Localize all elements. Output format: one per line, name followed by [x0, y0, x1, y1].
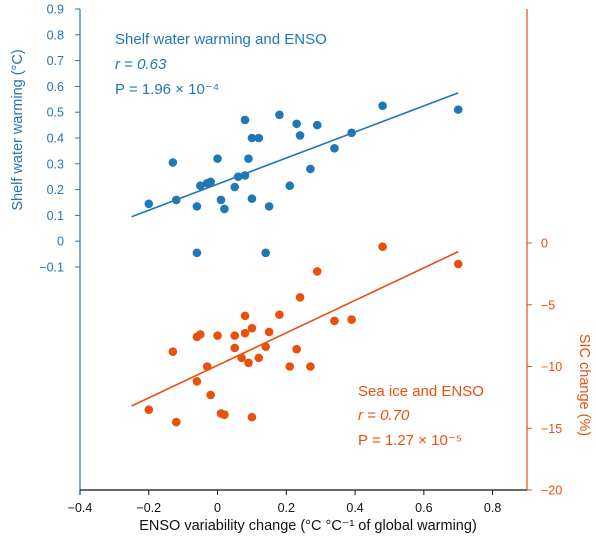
y-right-tick-label: −20: [541, 484, 562, 498]
data-point-series-1: [330, 144, 339, 153]
data-point-series-1: [244, 154, 253, 163]
data-point-series-2: [254, 353, 264, 363]
series-1-p: P = 1.96 × 10⁻⁴: [115, 81, 219, 98]
data-point-series-1: [285, 181, 295, 191]
data-point-series-2: [378, 242, 387, 252]
data-point-series-2: [285, 362, 295, 371]
y-left-tick-label: 0.2: [47, 183, 64, 197]
data-point-series-1: [254, 133, 264, 143]
data-point-series-2: [171, 417, 181, 427]
data-point-series-2: [230, 343, 240, 353]
data-point-series-2: [213, 331, 222, 340]
data-point-series-2: [230, 331, 240, 340]
data-point-series-1: [230, 182, 240, 192]
data-point-series-2: [247, 412, 257, 422]
axes: −0.4 −0.2 0 0.2 0.4 0.6 0.8 0.9 0.8 0.7 0.6 0.5 0.4 0…: [39, 3, 562, 516]
data-point-series-1: [196, 181, 205, 191]
data-point-series-1: [192, 248, 202, 258]
series-2-r: r = 0.70: [358, 407, 410, 424]
y-right-tick-label: 0: [541, 237, 548, 251]
data-point-series-2: [264, 327, 274, 337]
data-point-series-2: [202, 362, 212, 371]
fit-line-series-2: [131, 250, 459, 407]
data-point-series-2: [295, 293, 305, 302]
data-point-series-2: [261, 342, 270, 352]
data-point-series-1: [378, 101, 387, 111]
data-point-series-1: [312, 120, 322, 130]
y-left-tick-label: 0.7: [47, 54, 64, 68]
data-point-series-1: [247, 133, 257, 143]
series-2-p: P = 1.27 × 10⁻⁵: [358, 432, 462, 449]
y-left-tick-label: 0.6: [47, 80, 64, 94]
y-right-tick-label: −15: [541, 422, 562, 436]
y-left-tick-label: 0.4: [47, 132, 64, 146]
data-point-series-2: [306, 362, 315, 371]
data-point-series-2: [330, 316, 339, 326]
data-point-series-1: [168, 158, 178, 167]
data-marks: [131, 92, 463, 427]
x-tick-label: 0.6: [415, 501, 432, 515]
data-point-series-1: [216, 195, 226, 205]
x-tick-label: 0: [214, 501, 221, 515]
data-point-series-1: [206, 177, 215, 187]
data-point-series-2: [144, 405, 154, 415]
data-point-series-2: [275, 310, 284, 319]
fit-line-series-1: [131, 92, 459, 218]
data-point-series-1: [261, 248, 270, 258]
data-point-series-2: [240, 328, 250, 338]
x-axis-label: ENSO variability change (°C °C⁻¹ of glob…: [139, 518, 477, 534]
y-right-tick-label: −10: [541, 360, 562, 374]
data-point-series-1: [247, 194, 257, 203]
data-point-series-2: [220, 410, 229, 419]
data-point-series-1: [192, 202, 202, 211]
data-point-series-2: [312, 267, 322, 276]
data-point-series-1: [240, 171, 250, 180]
data-point-series-2: [168, 347, 178, 356]
data-point-series-1: [306, 164, 315, 174]
data-point-series-1: [233, 172, 243, 181]
data-point-series-2: [453, 259, 463, 269]
y-left-tick-label: 0.9: [47, 3, 64, 17]
data-point-series-1: [144, 199, 154, 209]
y-axis-right-label: SIC change (%): [576, 334, 592, 436]
data-point-series-1: [347, 128, 356, 138]
y-axis-left-label: Shelf water warming (°C): [10, 49, 26, 210]
y-right-tick-label: −5: [541, 298, 555, 312]
x-tick-label: 0.2: [278, 501, 295, 515]
data-point-series-2: [237, 353, 246, 363]
data-point-series-1: [292, 119, 301, 129]
x-tick-label: 0.8: [484, 501, 501, 515]
series-1-name: Shelf water warming and ENSO: [115, 31, 327, 48]
y-left-tick-label: 0.3: [47, 157, 64, 171]
data-point-series-1: [295, 131, 305, 140]
data-point-series-1: [171, 195, 181, 205]
data-point-series-1: [240, 115, 250, 125]
x-tick-label: −0.4: [68, 501, 93, 515]
data-point-series-1: [453, 105, 463, 114]
series-2-name: Sea ice and ENSO: [358, 383, 484, 400]
legend-orange: Sea ice and ENSO r = 0.70 P = 1.27 × 10⁻…: [358, 383, 484, 449]
y-left-tick-label: −0.1: [39, 261, 64, 275]
data-point-series-2: [196, 330, 205, 339]
data-point-series-2: [347, 315, 356, 324]
data-point-series-1: [264, 202, 274, 211]
data-point-series-1: [220, 204, 229, 214]
data-point-series-1: [275, 110, 284, 120]
series-1-r: r = 0.63: [115, 56, 167, 73]
legend-blue: Shelf water warming and ENSO r = 0.63 P …: [115, 31, 327, 98]
y-left-tick-label: 0.8: [47, 28, 64, 42]
data-point-series-2: [206, 390, 215, 400]
data-point-series-2: [192, 377, 202, 386]
y-left-tick-label: 0: [57, 235, 64, 249]
data-point-series-2: [240, 311, 250, 321]
y-left-tick-label: 0.1: [47, 209, 64, 223]
data-point-series-2: [292, 344, 301, 354]
y-left-tick-label: 0.5: [47, 106, 64, 120]
data-point-series-2: [247, 323, 257, 333]
x-tick-label: 0.4: [346, 501, 363, 515]
data-point-series-1: [213, 154, 222, 163]
x-tick-label: −0.2: [136, 501, 161, 515]
data-point-series-2: [244, 358, 253, 368]
